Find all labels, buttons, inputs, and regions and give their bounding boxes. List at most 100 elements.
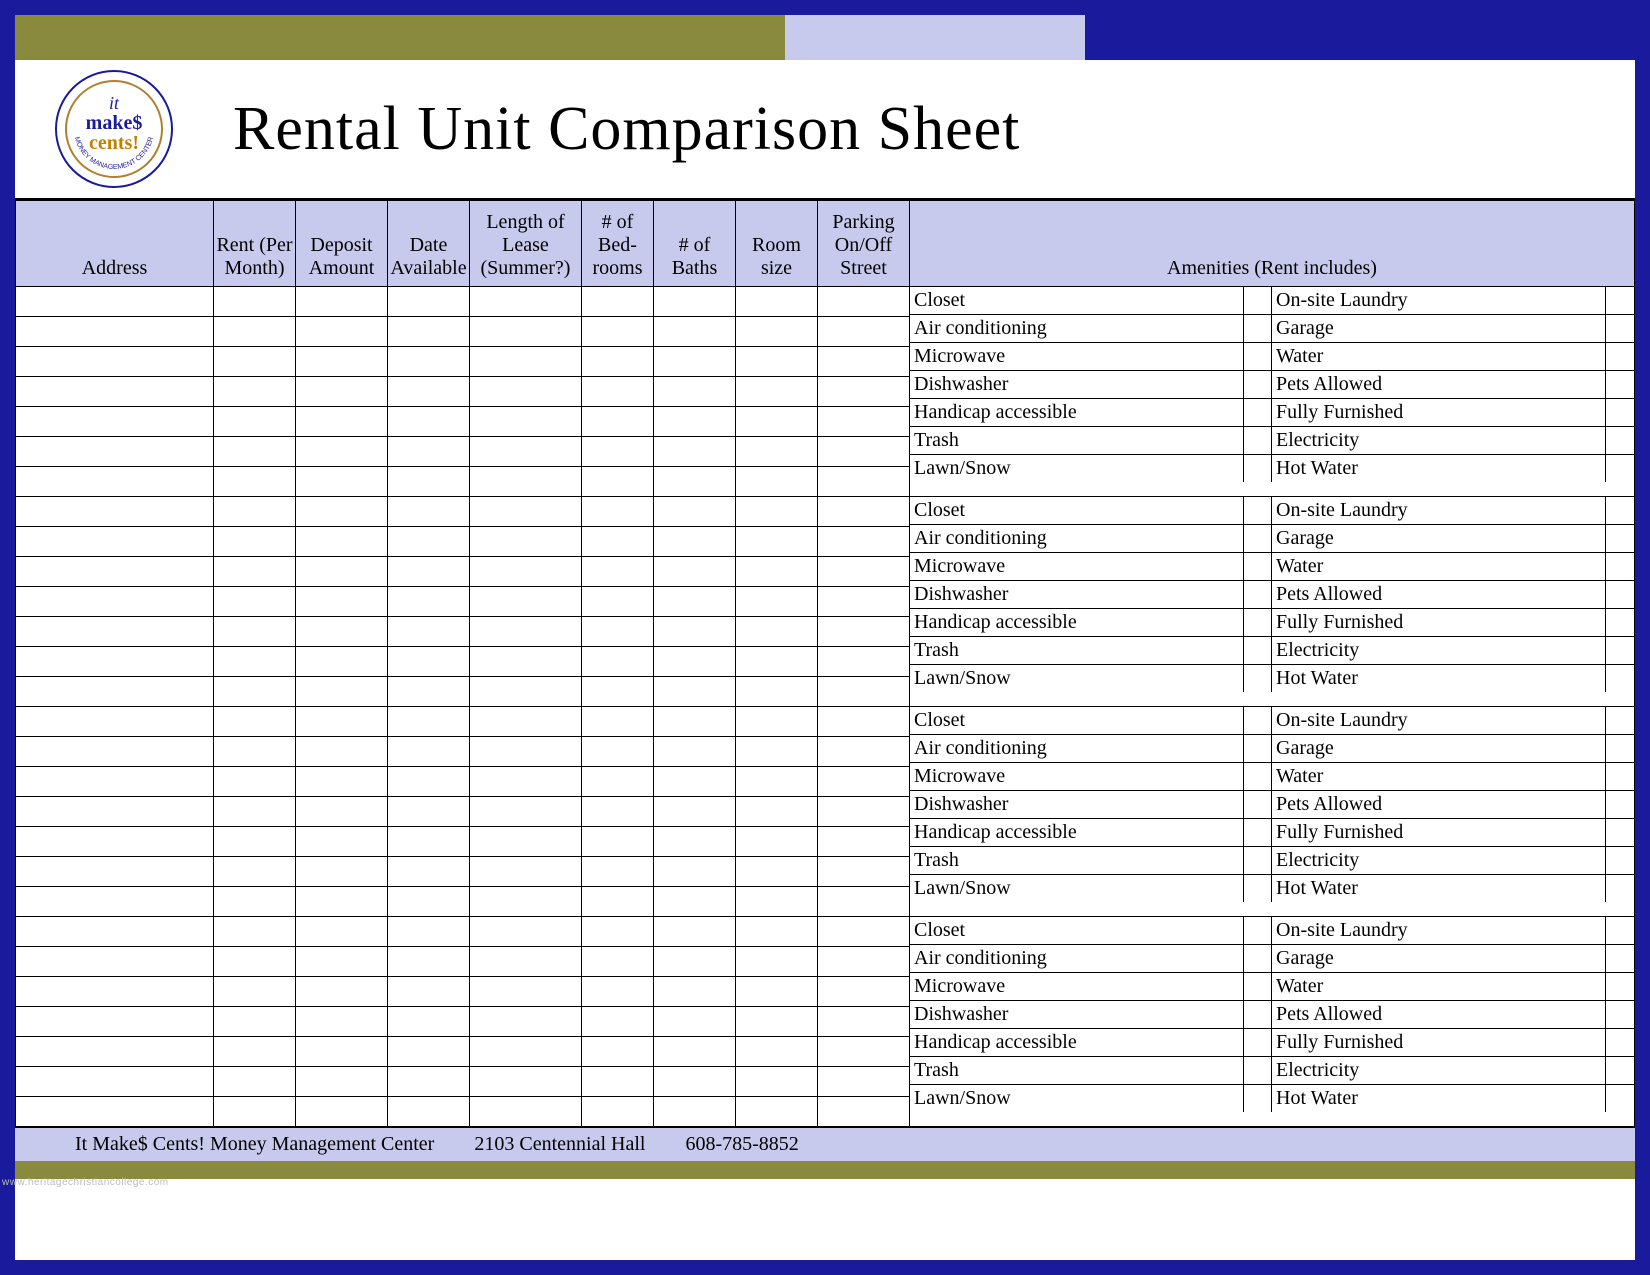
blank-cell[interactable] xyxy=(214,497,296,707)
blank-cell[interactable] xyxy=(582,917,654,1127)
amenity-checkbox[interactable] xyxy=(1606,427,1634,454)
amenity-checkbox[interactable] xyxy=(1606,343,1634,370)
amenity-checkbox[interactable] xyxy=(1244,581,1272,608)
table-row: ClosetAir conditioningMicrowaveDishwashe… xyxy=(16,707,1635,917)
amenity-checkbox[interactable] xyxy=(1606,1057,1634,1084)
amenity-checkbox[interactable] xyxy=(1244,791,1272,818)
amenity-label: Handicap accessible xyxy=(910,819,1244,846)
blank-cell[interactable] xyxy=(16,497,214,707)
amenity-checkbox[interactable] xyxy=(1606,875,1634,902)
amenity-checkbox[interactable] xyxy=(1606,1085,1634,1112)
blank-cell[interactable] xyxy=(818,287,910,497)
amenity-checkbox[interactable] xyxy=(1244,819,1272,846)
amenity-checkbox[interactable] xyxy=(1244,665,1272,692)
amenity-checkbox[interactable] xyxy=(1606,819,1634,846)
amenity-checkbox[interactable] xyxy=(1244,735,1272,762)
blank-cell[interactable] xyxy=(214,917,296,1127)
blank-cell[interactable] xyxy=(654,707,736,917)
amenity-checkbox[interactable] xyxy=(1244,707,1272,734)
blank-cell[interactable] xyxy=(736,497,818,707)
blank-cell[interactable] xyxy=(214,287,296,497)
amenity-checkbox[interactable] xyxy=(1244,609,1272,636)
amenity-checkbox[interactable] xyxy=(1244,763,1272,790)
blank-cell[interactable] xyxy=(736,287,818,497)
amenity-checkbox[interactable] xyxy=(1606,973,1634,1000)
amenity-checkbox[interactable] xyxy=(1606,917,1634,944)
blank-cell[interactable] xyxy=(818,497,910,707)
blank-cell[interactable] xyxy=(16,707,214,917)
blank-cell[interactable] xyxy=(470,497,582,707)
amenity-checkbox[interactable] xyxy=(1606,735,1634,762)
table-body: ClosetAir conditioningMicrowaveDishwashe… xyxy=(16,287,1635,1127)
amenity-checkbox[interactable] xyxy=(1606,399,1634,426)
amenity-checkbox[interactable] xyxy=(1244,1057,1272,1084)
blank-cell[interactable] xyxy=(654,917,736,1127)
amenity-checkbox[interactable] xyxy=(1244,427,1272,454)
blank-cell[interactable] xyxy=(736,707,818,917)
blank-cell[interactable] xyxy=(388,707,470,917)
blank-cell[interactable] xyxy=(16,917,214,1127)
amenity-checkbox[interactable] xyxy=(1244,399,1272,426)
amenity-checkbox[interactable] xyxy=(1244,917,1272,944)
blank-cell[interactable] xyxy=(296,287,388,497)
amenity-checkbox[interactable] xyxy=(1606,1001,1634,1028)
blank-cell[interactable] xyxy=(582,287,654,497)
blank-cell[interactable] xyxy=(214,707,296,917)
blank-cell[interactable] xyxy=(582,497,654,707)
amenity-checkbox[interactable] xyxy=(1244,1085,1272,1112)
amenity-checkbox[interactable] xyxy=(1244,973,1272,1000)
blank-cell[interactable] xyxy=(736,917,818,1127)
blank-cell[interactable] xyxy=(296,707,388,917)
amenity-checkbox[interactable] xyxy=(1244,553,1272,580)
amenity-checkbox[interactable] xyxy=(1244,1029,1272,1056)
amenity-checkbox[interactable] xyxy=(1606,791,1634,818)
blank-cell[interactable] xyxy=(296,917,388,1127)
amenity-label: On-site Laundry xyxy=(1272,707,1606,734)
blank-cell[interactable] xyxy=(582,707,654,917)
amenity-checkbox[interactable] xyxy=(1244,455,1272,482)
amenity-checkbox[interactable] xyxy=(1244,945,1272,972)
amenity-checkbox[interactable] xyxy=(1606,525,1634,552)
blank-cell[interactable] xyxy=(16,287,214,497)
amenity-checkbox[interactable] xyxy=(1244,371,1272,398)
amenity-checkbox[interactable] xyxy=(1606,945,1634,972)
amenity-label: Trash xyxy=(910,847,1244,874)
amenity-checkbox[interactable] xyxy=(1606,707,1634,734)
amenity-checkbox[interactable] xyxy=(1606,763,1634,790)
amenity-checkbox[interactable] xyxy=(1606,637,1634,664)
amenity-checkbox[interactable] xyxy=(1606,553,1634,580)
blank-cell[interactable] xyxy=(296,497,388,707)
amenity-checkbox[interactable] xyxy=(1244,1001,1272,1028)
amenity-checkbox[interactable] xyxy=(1244,525,1272,552)
blank-cell[interactable] xyxy=(470,707,582,917)
blank-cell[interactable] xyxy=(388,917,470,1127)
amenity-checkbox[interactable] xyxy=(1244,875,1272,902)
blank-cell[interactable] xyxy=(388,287,470,497)
amenity-checkbox[interactable] xyxy=(1606,609,1634,636)
amenity-checkbox[interactable] xyxy=(1606,371,1634,398)
amenity-checkbox[interactable] xyxy=(1606,315,1634,342)
amenity-checkbox[interactable] xyxy=(1606,497,1634,524)
amenity-label: Lawn/Snow xyxy=(910,1085,1244,1112)
amenity-checkbox[interactable] xyxy=(1606,455,1634,482)
amenity-checkbox[interactable] xyxy=(1244,343,1272,370)
amenity-checkbox[interactable] xyxy=(1244,315,1272,342)
amenity-checkbox[interactable] xyxy=(1606,287,1634,314)
blank-cell[interactable] xyxy=(470,287,582,497)
amenity-checkbox[interactable] xyxy=(1244,847,1272,874)
amenity-label: Fully Furnished xyxy=(1272,819,1606,846)
amenity-checkbox[interactable] xyxy=(1606,665,1634,692)
blank-cell[interactable] xyxy=(818,707,910,917)
amenity-checkbox[interactable] xyxy=(1606,847,1634,874)
amenity-checkbox[interactable] xyxy=(1606,1029,1634,1056)
blank-cell[interactable] xyxy=(818,917,910,1127)
blank-cell[interactable] xyxy=(470,917,582,1127)
amenity-checkbox[interactable] xyxy=(1244,497,1272,524)
blank-cell[interactable] xyxy=(654,497,736,707)
amenity-checkbox[interactable] xyxy=(1244,287,1272,314)
amenity-checkbox[interactable] xyxy=(1244,637,1272,664)
top-banner xyxy=(15,15,1635,60)
blank-cell[interactable] xyxy=(388,497,470,707)
amenity-checkbox[interactable] xyxy=(1606,581,1634,608)
blank-cell[interactable] xyxy=(654,287,736,497)
